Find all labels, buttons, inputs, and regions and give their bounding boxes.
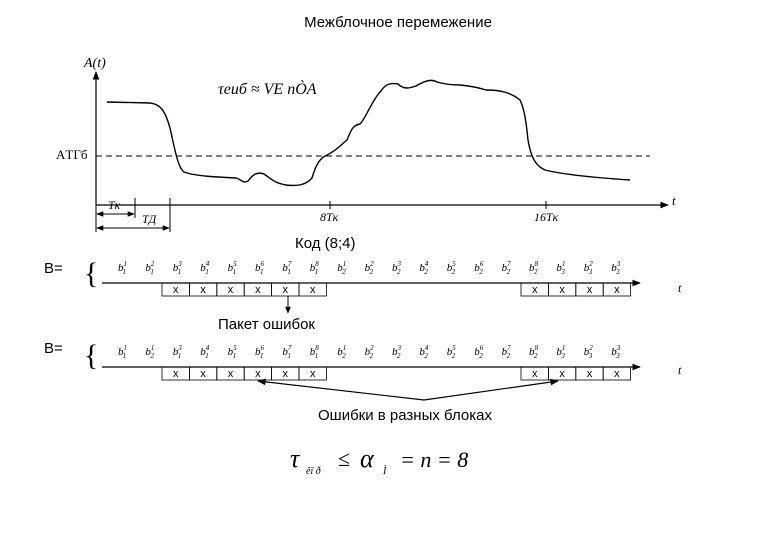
code-symbol: b6 2 (474, 344, 484, 360)
formula-tau: τ (290, 444, 301, 473)
code-symbol: b7 1 (282, 344, 292, 360)
signal-amplitude-curve (106, 79, 631, 187)
formula-tau-sub: êî ð (306, 466, 321, 477)
code-symbol: b3 3 (611, 344, 621, 360)
code-symbol: b5 1 (228, 344, 238, 360)
error-mark: x (228, 368, 234, 380)
code-symbol: b7 2 (502, 344, 512, 360)
code-symbol: b1 2 (337, 260, 346, 276)
code-symbol: b2 2 (365, 260, 375, 276)
formula-alpha-sub: Ì (382, 465, 387, 477)
error-mark: x (283, 368, 289, 380)
code-symbol: b3 1 (173, 260, 183, 276)
x-axis-label: t (672, 193, 676, 208)
error-mark: x (559, 284, 565, 296)
code-symbol: b1 3 (556, 344, 565, 360)
error-mark: x (173, 368, 179, 380)
error-mark: x (255, 368, 261, 380)
error-mark: x (532, 284, 538, 296)
bottom-formula: τ êî ð ≤ α Ì = n = 8 (290, 444, 468, 477)
error-mark: x (173, 284, 179, 296)
tk-label: Tк (108, 198, 121, 212)
plot-formula: τеиб ≈ VЕ nÒА (218, 79, 317, 98)
error-mark: x (255, 284, 261, 296)
error-cell (298, 282, 327, 297)
code-label: Код (8;4) (295, 235, 356, 252)
code-symbol: b2 1 (145, 260, 155, 276)
code-symbol: b3 3 (611, 260, 621, 276)
error-mark: x (310, 368, 316, 380)
errors-label: Ошибки в разных блоках (318, 407, 492, 424)
code-symbol: b7 2 (502, 260, 512, 276)
code-symbol: b1 3 (556, 260, 565, 276)
code-symbol: b1 2 (337, 344, 346, 360)
row1-prefix: B= (44, 260, 63, 277)
tick-16tk-label: 16Tк (534, 210, 559, 224)
code-symbol: b8 2 (529, 260, 539, 276)
error-cell (298, 366, 327, 381)
code-symbol: b3 1 (173, 344, 183, 360)
code-symbol: b1 2 (145, 344, 154, 360)
code-symbol: b5 2 (447, 260, 457, 276)
error-arrow-right (423, 378, 559, 401)
row2-prefix: B= (44, 340, 63, 357)
code-symbol: b6 1 (255, 344, 265, 360)
code-symbol: b7 1 (282, 260, 292, 276)
code-symbol: b2 3 (584, 344, 594, 360)
row2-symbols: b1 1 b1 2 b3 1 b4 1 b5 1 b6 1 b7 1 b8 1 b1 2 b2 2 b3 2 b4 2 b5 2 b… (118, 344, 621, 360)
error-mark: x (200, 368, 206, 380)
error-mark: x (283, 284, 289, 296)
code-symbol: b5 1 (228, 260, 238, 276)
code-symbol: b5 2 (447, 344, 457, 360)
formula-alpha: α (360, 444, 375, 473)
error-mark: x (559, 368, 565, 380)
error-mark: x (587, 368, 593, 380)
code-symbol: b6 2 (474, 260, 484, 276)
error-mark: x (532, 368, 538, 380)
code-symbol: b8 1 (310, 344, 320, 360)
y-axis-label: A(t) (83, 56, 106, 71)
code-symbol: b4 1 (200, 344, 210, 360)
code-symbol: b4 2 (419, 260, 429, 276)
error-mark: x (310, 284, 316, 296)
row2-brace: { (84, 339, 98, 372)
tick-8tk-label: 8Tк (320, 210, 339, 224)
error-mark: x (587, 284, 593, 296)
error-mark: x (614, 284, 620, 296)
code-symbol: b1 1 (118, 344, 127, 360)
error-arrow-left (257, 378, 425, 401)
code-symbol: b8 2 (529, 344, 539, 360)
code-symbol: b2 2 (365, 344, 375, 360)
code-symbol: b3 2 (392, 344, 402, 360)
row2-axis-label: t (678, 363, 682, 377)
packet-label: Пакет ошибок (218, 316, 315, 333)
threshold-label: AТГб (56, 147, 88, 162)
row1-brace: { (84, 257, 98, 290)
code-symbol: b6 1 (255, 260, 265, 276)
code-symbol: b1 1 (118, 260, 127, 276)
td-label: TД (142, 212, 158, 226)
formula-rest: = n = 8 (400, 447, 468, 472)
formula-relation: ≤ (338, 446, 350, 471)
error-mark: x (200, 284, 206, 296)
code-symbol: b8 1 (310, 260, 320, 276)
row1-axis-label: t (678, 281, 682, 295)
error-mark: x (228, 284, 234, 296)
error-cell (602, 282, 632, 297)
code-symbol: b4 1 (200, 260, 210, 276)
error-cell (602, 366, 632, 381)
code-symbol: b2 3 (584, 260, 594, 276)
code-symbol: b4 2 (419, 344, 429, 360)
error-mark: x (614, 368, 620, 380)
diagram-title: Межблочное перемежение (304, 14, 492, 31)
code-symbol: b3 2 (392, 260, 402, 276)
row1-symbols: b1 1 b2 1 b3 1 b4 1 b5 1 b6 1 b7 1 b8 1 b1 2 b2 2 b3 2 b4 2 b5 2 b… (118, 260, 621, 276)
